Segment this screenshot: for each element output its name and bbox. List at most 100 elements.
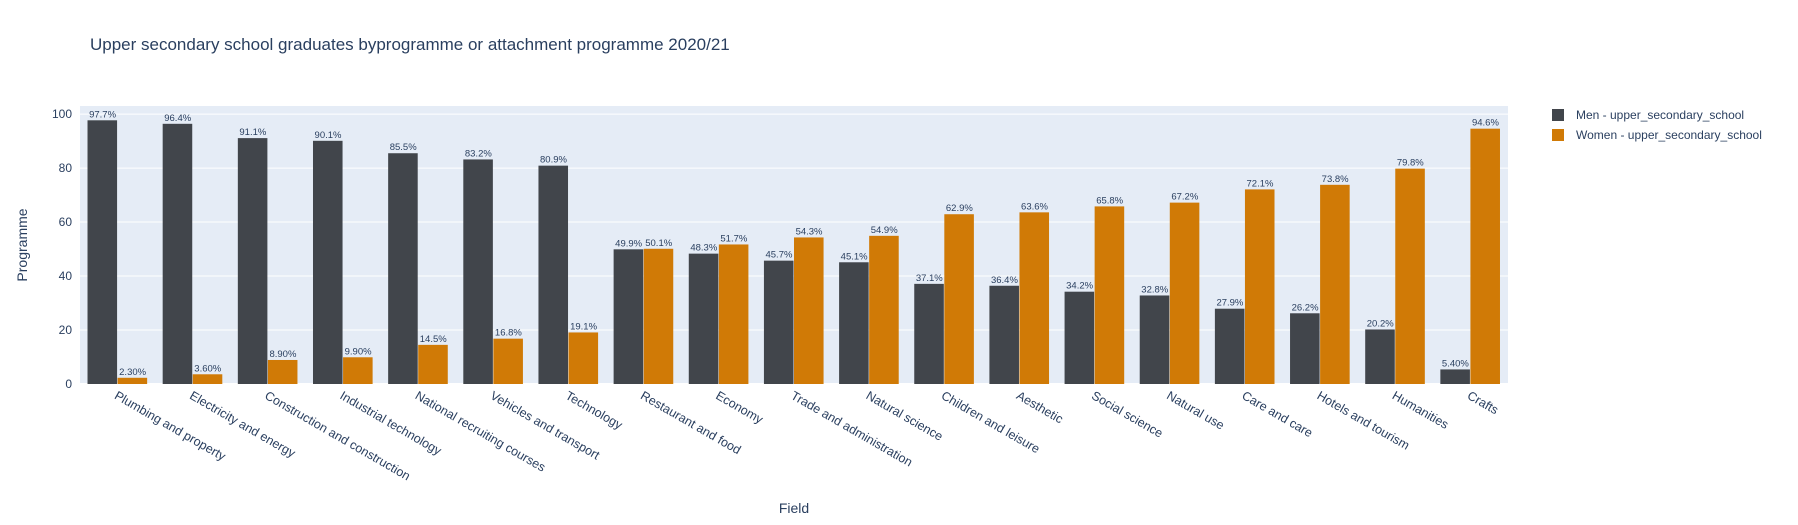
data-label: 48.3%	[690, 243, 717, 254]
bar	[267, 359, 298, 384]
data-label: 54.3%	[796, 226, 823, 237]
data-label: 72.1%	[1247, 178, 1274, 189]
bar	[493, 338, 523, 384]
data-label: 16.8%	[495, 328, 522, 339]
data-label: 19.1%	[570, 321, 597, 332]
data-label: 45.1%	[841, 251, 868, 262]
data-label: 34.2%	[1066, 281, 1093, 292]
bar	[117, 377, 148, 384]
data-label: 2.30%	[119, 367, 146, 378]
data-label: 20.2%	[1367, 318, 1394, 329]
bar	[343, 357, 373, 384]
x-tick-label: Aesthetic	[1014, 388, 1066, 426]
y-axis-title: Programme	[14, 208, 30, 281]
bar	[763, 260, 794, 384]
data-label: 8.90%	[269, 349, 296, 360]
bar	[192, 374, 223, 384]
data-label: 9.90%	[345, 346, 372, 357]
bar	[613, 249, 644, 384]
data-label: 26.2%	[1292, 302, 1319, 313]
bar	[1064, 291, 1095, 384]
bar	[643, 248, 674, 384]
bar	[463, 159, 493, 384]
legend-label: Women - upper_secondary_school	[1576, 128, 1762, 142]
x-tick-label: Natural use	[1164, 388, 1226, 432]
bar	[1365, 329, 1395, 384]
data-label: 65.8%	[1096, 195, 1123, 206]
data-label: 62.9%	[946, 203, 973, 214]
data-label: 27.9%	[1216, 298, 1243, 309]
x-tick-label: Construction and construction	[262, 388, 412, 483]
bar	[718, 244, 749, 384]
data-label: 37.1%	[916, 273, 943, 284]
x-tick-label: Care and care	[1239, 388, 1315, 440]
data-label: 3.60%	[194, 363, 221, 374]
bar	[1395, 168, 1425, 384]
bar	[1320, 184, 1350, 384]
bar	[1019, 212, 1050, 384]
x-tick-label: Trade and administration	[789, 388, 915, 469]
bar	[989, 285, 1019, 384]
x-tick-label: Crafts	[1465, 388, 1501, 417]
data-label: 94.6%	[1472, 118, 1499, 129]
y-tick-label: 40	[59, 269, 73, 283]
data-label: 80.9%	[540, 155, 567, 166]
bar	[1244, 189, 1275, 384]
data-label: 97.7%	[89, 109, 116, 120]
bar	[87, 120, 118, 384]
data-label: 54.9%	[871, 225, 898, 236]
data-label: 67.2%	[1171, 192, 1198, 203]
bar-labels: 97.7% 2.30% 96.4% 3.60% 91.1% 8.90% 90.1% 9.90%…	[89, 109, 1499, 377]
legend-label: Men - upper_secondary_school	[1576, 108, 1744, 122]
data-label: 32.8%	[1141, 284, 1168, 295]
data-label: 63.6%	[1021, 201, 1048, 212]
bar	[1139, 295, 1170, 384]
bar	[1169, 202, 1200, 384]
x-tick-label: National recruiting courses	[413, 388, 548, 474]
bar	[1214, 308, 1245, 384]
x-tick-label: Economy	[713, 388, 766, 427]
bar	[794, 237, 824, 384]
data-label: 90.1%	[315, 130, 342, 141]
bar	[418, 344, 448, 384]
bar	[388, 153, 418, 384]
bar	[688, 253, 719, 384]
y-tick-label: 60	[59, 215, 73, 229]
bar	[1440, 369, 1470, 384]
bar	[568, 332, 599, 384]
x-tick-label: Humanities	[1390, 388, 1451, 431]
legend-swatch	[1552, 109, 1564, 121]
data-label: 49.9%	[615, 238, 642, 249]
bar	[1094, 206, 1125, 384]
bar	[162, 123, 193, 384]
bar	[312, 140, 343, 384]
data-label: 73.8%	[1322, 174, 1349, 185]
bar	[944, 214, 974, 384]
chart-title: Upper secondary school graduates byprogr…	[90, 35, 730, 54]
data-label: 91.1%	[239, 127, 266, 138]
bar	[1470, 128, 1500, 384]
data-label: 83.2%	[465, 148, 492, 159]
bar	[839, 262, 869, 384]
x-tick-label: Technology	[563, 388, 625, 432]
bar	[538, 165, 569, 384]
data-label: 51.7%	[720, 233, 747, 244]
x-tick-label: Social science	[1089, 388, 1165, 440]
y-tick-label: 80	[59, 161, 73, 175]
legend: Men - upper_secondary_school Women - uppe…	[1552, 108, 1762, 142]
data-label: 14.5%	[420, 334, 447, 345]
y-tick-label: 100	[52, 107, 72, 121]
legend-swatch	[1552, 129, 1564, 141]
x-axis-title: Field	[779, 500, 809, 516]
data-label: 79.8%	[1397, 158, 1424, 169]
bar	[237, 138, 268, 384]
data-label: 96.4%	[164, 113, 191, 124]
bar	[869, 235, 899, 384]
y-tick-label: 20	[59, 323, 73, 337]
data-label: 36.4%	[991, 275, 1018, 286]
data-label: 5.40%	[1442, 358, 1469, 369]
y-axis-ticks: 0 20 40 60 80 100	[52, 107, 72, 391]
